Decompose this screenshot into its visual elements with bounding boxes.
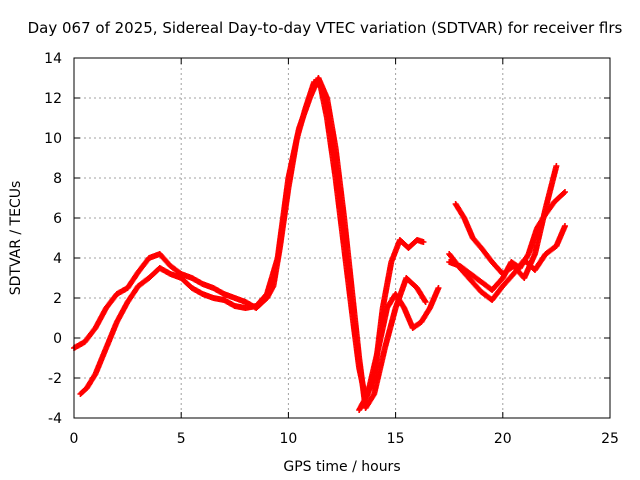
data-point-trace bbox=[411, 239, 418, 245]
chart-title: Day 067 of 2025, Sidereal Day-to-day VTE… bbox=[28, 19, 623, 37]
data-points bbox=[71, 75, 568, 413]
data-point-trace bbox=[551, 244, 558, 251]
y-tick-label: -4 bbox=[48, 411, 62, 427]
x-axis-label: GPS time / hours bbox=[283, 459, 400, 475]
data-point-trace bbox=[498, 285, 505, 292]
y-tick-label: 4 bbox=[53, 251, 62, 267]
y-tick-label: 6 bbox=[53, 211, 62, 227]
data-point-trace bbox=[186, 283, 193, 289]
grid-layer bbox=[74, 58, 610, 418]
data-point-trace bbox=[144, 257, 151, 264]
data-point-trace bbox=[112, 293, 119, 300]
data-point-trace bbox=[455, 262, 462, 269]
data-point-trace bbox=[561, 224, 568, 231]
y-axis-label: SDTVAR / TECUs bbox=[8, 181, 24, 296]
data-point-trace bbox=[476, 286, 483, 293]
data-point-trace bbox=[90, 327, 97, 334]
x-tick-label: 5 bbox=[177, 431, 186, 447]
data-point-trace bbox=[81, 387, 88, 393]
data-point-trace bbox=[419, 238, 426, 245]
data-point-trace bbox=[434, 286, 441, 293]
x-tick-label: 20 bbox=[494, 431, 512, 447]
y-tick-label: 0 bbox=[53, 331, 62, 347]
data-point-trace bbox=[487, 256, 494, 263]
data-point-trace bbox=[165, 260, 172, 267]
data-point-trace bbox=[559, 191, 566, 197]
plot-frame bbox=[73, 57, 611, 419]
data-point-trace bbox=[553, 164, 560, 171]
y-tick-label: 12 bbox=[44, 91, 62, 107]
data-point-trace bbox=[560, 190, 567, 196]
y-tick-label: 10 bbox=[44, 131, 62, 147]
y-tick-label: 2 bbox=[53, 291, 62, 307]
data-point-trace bbox=[411, 283, 418, 289]
data-point-trace bbox=[421, 297, 428, 304]
x-tick-label: 25 bbox=[601, 431, 619, 447]
data-point-trace bbox=[465, 274, 472, 281]
y-tick-label: -2 bbox=[48, 371, 62, 387]
data-point-trace bbox=[475, 277, 482, 284]
data-point-trace bbox=[497, 277, 504, 284]
axis-ticks: 0 5 10 15 20 25 -4 -2 0 2 4 6 8 10 12 14 bbox=[44, 51, 619, 447]
x-tick-label: 15 bbox=[387, 431, 405, 447]
data-point-trace bbox=[262, 293, 269, 300]
data-point-trace bbox=[143, 276, 150, 283]
data-point-trace bbox=[388, 260, 395, 267]
y-tick-label: 8 bbox=[53, 171, 62, 187]
data-point-trace bbox=[476, 242, 483, 249]
data-point-trace bbox=[508, 273, 515, 280]
x-tick-label: 10 bbox=[279, 431, 297, 447]
data-point-trace bbox=[323, 93, 330, 100]
x-tick-label: 0 bbox=[70, 431, 79, 447]
y-tick-label: 14 bbox=[44, 51, 62, 67]
